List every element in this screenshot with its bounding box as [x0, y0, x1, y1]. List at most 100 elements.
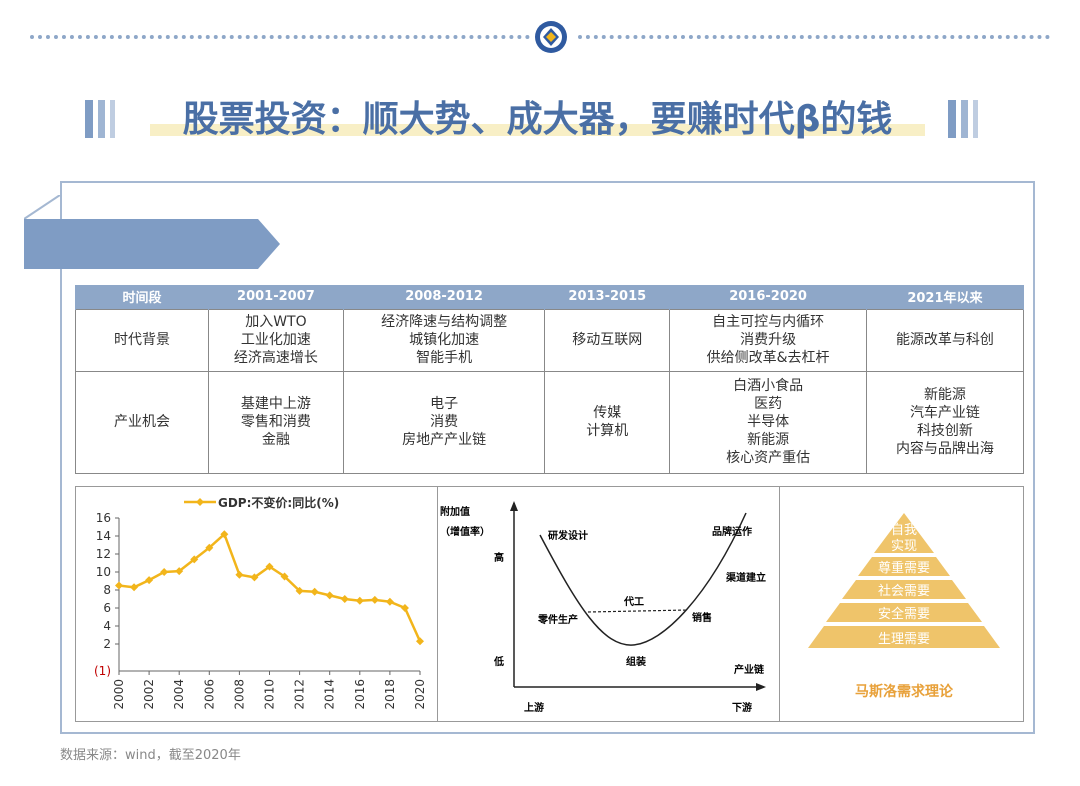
- x-tick-label: 2008: [232, 679, 246, 710]
- bottom-panels: [75, 486, 1024, 722]
- table-cell: 经济降速与结构调整 城镇化加速 智能手机: [342, 308, 546, 372]
- table-cell: 移动互联网: [544, 308, 671, 372]
- row-label: 产业机会: [75, 370, 209, 475]
- gdp-data-point: [385, 597, 394, 606]
- table-row: 产业机会 基建中上游 零售和消费 金融 电子 消费 房地产产业链 传媒 计算机 白酒小食品 医药 半导…: [75, 370, 1025, 475]
- gdp-data-point: [145, 576, 154, 585]
- gdp-data-point: [190, 555, 199, 564]
- gdp-data-point: [310, 587, 319, 596]
- table-header-row: 时间段 2001-2007 2008-2012 2013-2015 2016-2…: [75, 285, 1025, 309]
- cell-text: 新能源: [923, 387, 966, 404]
- cell-text: 房地产产业链: [402, 432, 487, 449]
- table-header: 2021年以来: [865, 285, 1025, 309]
- smile-curve: [539, 512, 747, 646]
- page-title-area: 股票投资：顺大势、成大器，要赚时代β的钱: [0, 92, 1080, 152]
- cell-text: 能源改革与科创: [895, 332, 994, 349]
- panel-divider: [437, 486, 438, 722]
- gdp-data-point: [220, 530, 229, 539]
- pyramid-level-4: [826, 603, 982, 622]
- table-row: 时代背景 加入WTO 工业化加速 经济高速增长 经济降速与结构调整 城镇化加速 智能手机 移动…: [75, 308, 1025, 372]
- top-dotted-line-left: [30, 35, 530, 39]
- upstream-label: 上游: [524, 701, 544, 714]
- page-title: 股票投资：顺大势、成大器，要赚时代β的钱: [182, 99, 893, 140]
- x-tick-label: 2020: [413, 679, 427, 710]
- gdp-line-chart: 16 14 12 10 8 6 4 2 (1)2000 2002 2004 2006 2008 2010 2…: [94, 495, 427, 710]
- cell-text: 基建中上游: [240, 396, 311, 413]
- rnd-label: 研发设计: [548, 529, 588, 542]
- gdp-data-point: [280, 572, 289, 581]
- table-header: 2013-2015: [544, 285, 671, 309]
- cell-text: 零售和消费: [240, 414, 311, 431]
- table-header: 2016-2020: [669, 285, 867, 309]
- cell-text: 半导体: [747, 414, 790, 431]
- table-cell: 自主可控与内循环 消费升级 供给侧改革&去杠杆: [669, 308, 867, 372]
- top-dotted-line-right: [578, 35, 1050, 39]
- gdp-data-point: [265, 562, 274, 571]
- table-cell: 基建中上游 零售和消费 金融: [208, 370, 344, 475]
- high-label: 高: [494, 551, 504, 564]
- x-tick-label: 2010: [263, 679, 277, 710]
- brand-label: 品牌运作: [712, 525, 752, 538]
- cell-text: 经济降速与结构调整: [381, 314, 508, 331]
- channel-label: 渠道建立: [725, 571, 766, 584]
- cell-text: 新能源: [747, 432, 790, 449]
- table-header: 2008-2012: [342, 285, 546, 309]
- frame-corner-decoration: [24, 195, 61, 220]
- x-tick-label: 2002: [142, 679, 156, 710]
- gdp-series-line: [118, 532, 422, 642]
- pyramid-level-1: [874, 513, 934, 553]
- y-tick-label: 4: [103, 619, 111, 633]
- table-cell: 传媒 计算机: [544, 370, 671, 475]
- pyramid-level-2: [858, 557, 950, 576]
- y-axis-arrow: [510, 501, 518, 511]
- cell-text: 内容与品牌出海: [895, 441, 994, 458]
- y-tick-label: 12: [96, 547, 111, 561]
- content-frame: [60, 181, 1035, 734]
- title-highlight: [150, 124, 925, 136]
- y-tick-label: 8: [103, 583, 111, 597]
- cell-text: 汽车产业链: [909, 405, 980, 422]
- table-cell: 加入WTO 工业化加速 经济高速增长: [208, 308, 344, 372]
- gdp-data-point: [160, 568, 169, 576]
- downstream-label: 下游: [732, 701, 752, 714]
- pyramid-label: 自我: [891, 523, 917, 538]
- gdp-data-point: [340, 595, 349, 603]
- pyramid-level-5: [808, 626, 1000, 648]
- table-cell: 白酒小食品 医药 半导体 新能源 核心资产重估: [669, 370, 867, 475]
- x-tick-label: 2006: [202, 679, 216, 710]
- pyramid-label: 安全需要: [878, 606, 930, 622]
- table-header: 2001-2007: [208, 285, 344, 309]
- cell-text: 加入WTO: [245, 314, 307, 331]
- row-label: 时代背景: [75, 308, 209, 372]
- gdp-data-point: [355, 596, 364, 605]
- cell-text: 金融: [261, 432, 290, 449]
- x-tick-label: 2012: [293, 679, 307, 710]
- y-tick-label: 2: [103, 637, 111, 651]
- smile-curve-diagram: 附加值 （增值率） 高 低 研发设计 品牌运作 渠道建立 代工 零件生产 销售 …: [440, 501, 766, 714]
- gdp-data-point: [235, 570, 244, 579]
- era-table: 时间段 2001-2007 2008-2012 2013-2015 2016-2…: [75, 285, 1025, 475]
- x-axis-arrow: [756, 683, 766, 691]
- title-decoration-left: [85, 100, 125, 138]
- cell-text: 智能手机: [416, 350, 473, 367]
- maslow-pyramid: 自我 实现 尊重需要 社会需要 安全需要 生理需要 马斯洛需求理论: [808, 513, 1000, 700]
- gdp-data-point: [175, 567, 184, 576]
- gdp-data-point: [416, 637, 424, 646]
- pyramid-label: 生理需要: [878, 632, 930, 647]
- gdp-data-point: [130, 583, 139, 592]
- cell-text: 经济高速增长: [233, 350, 318, 367]
- logo-icon: [535, 21, 567, 53]
- cell-text: 消费升级: [740, 332, 797, 349]
- legend-marker: [196, 498, 204, 506]
- x-tick-label: 2000: [112, 679, 126, 710]
- oem-label: 代工: [623, 595, 644, 608]
- cell-text: 科技创新: [916, 423, 973, 440]
- table-header: 时间段: [75, 285, 209, 309]
- table-cell: 电子 消费 房地产产业链: [342, 370, 546, 475]
- oem-dashed-line: [587, 609, 689, 613]
- gdp-data-point: [295, 586, 304, 595]
- table-cell: 能源改革与科创: [865, 308, 1025, 372]
- pyramid-level-3: [842, 580, 966, 599]
- pyramid-label: 实现: [891, 539, 917, 554]
- gdp-data-point: [205, 543, 214, 552]
